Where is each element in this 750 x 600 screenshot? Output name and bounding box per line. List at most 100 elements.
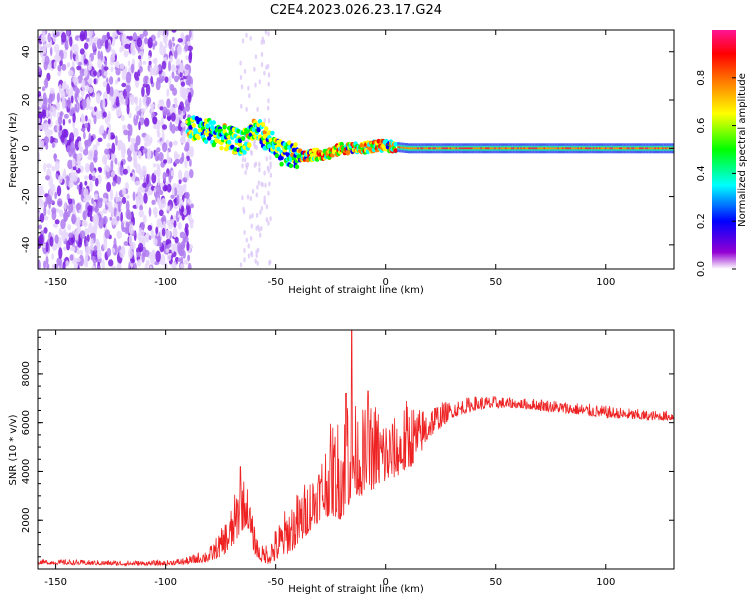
noise-speckle [166, 183, 172, 193]
noise-speckle [51, 142, 56, 149]
y-tick-label: 8000 [21, 361, 32, 386]
noise-speckle [261, 182, 264, 188]
noise-speckle [93, 149, 98, 157]
noise-speckle [39, 46, 45, 56]
signal-cell [662, 147, 664, 150]
noise-speckle [243, 248, 246, 253]
signal-cell [594, 147, 596, 150]
noise-speckle [144, 37, 148, 45]
noise-speckle [74, 229, 79, 241]
noise-speckle [96, 71, 101, 78]
signal-cell [600, 147, 603, 150]
noise-speckle [148, 60, 152, 65]
signal-cell [409, 147, 412, 150]
noise-speckle [87, 77, 93, 85]
noise-speckle [160, 182, 165, 187]
noise-speckle [260, 205, 264, 211]
noise-speckle [262, 39, 266, 45]
signal-cell [538, 147, 541, 150]
noise-speckle [61, 82, 66, 90]
noise-speckle [241, 195, 244, 201]
signal-cell [586, 147, 589, 150]
noise-speckle [155, 226, 159, 235]
noise-speckle [160, 217, 166, 222]
noise-speckle [45, 175, 50, 181]
signal-cell [414, 147, 416, 150]
noise-speckle [91, 42, 97, 51]
noise-speckle [84, 122, 89, 129]
noise-speckle [91, 174, 96, 182]
noise-speckle [152, 42, 155, 50]
signal-cell [531, 147, 533, 150]
noise-speckle [54, 234, 59, 244]
signal-cell [540, 147, 542, 150]
signal-cell [580, 147, 583, 150]
noise-speckle [139, 66, 143, 73]
noise-speckle [168, 75, 172, 88]
noise-speckle [256, 260, 259, 266]
colorbar-label: Normalized spectral amplitude [737, 73, 748, 227]
noise-speckle [105, 204, 108, 210]
signal-cell [434, 147, 436, 150]
noise-speckle [57, 198, 63, 208]
x-tick-label: -100 [154, 277, 177, 288]
signal-cell [276, 146, 281, 152]
signal-cell [569, 147, 572, 150]
noise-speckle [67, 159, 73, 170]
noise-speckle [142, 182, 147, 188]
signal-cell [560, 147, 562, 150]
noise-speckle [145, 97, 150, 107]
signal-cell [468, 147, 470, 150]
noise-speckle [83, 68, 88, 77]
noise-speckle [136, 110, 142, 116]
noise-speckle [250, 223, 253, 229]
noise-speckle [81, 220, 85, 226]
noise-speckle [265, 204, 269, 210]
signal-cell [645, 147, 647, 150]
noise-speckle [123, 129, 129, 136]
noise-speckle [98, 167, 103, 173]
noise-speckle [158, 30, 161, 37]
noise-speckle [179, 71, 183, 78]
noise-speckle [93, 114, 97, 125]
signal-cell [588, 147, 590, 150]
noise-speckle [143, 75, 148, 85]
noise-speckle [69, 132, 75, 144]
noise-speckle [75, 53, 80, 65]
signal-cell [498, 147, 501, 150]
noise-speckle [43, 162, 46, 172]
noise-speckle [78, 140, 82, 149]
noise-speckle [45, 109, 49, 118]
signal-cell [626, 147, 629, 150]
noise-speckle [111, 247, 116, 254]
colorbar-tick-label: 0.6 [696, 118, 707, 134]
noise-speckle [111, 151, 115, 163]
noise-speckle [160, 197, 167, 209]
noise-speckle [173, 220, 177, 228]
noise-speckle [72, 171, 78, 183]
spectrogram-noise-layer [38, 30, 273, 269]
noise-speckle [96, 113, 102, 120]
signal-cell [288, 163, 294, 169]
noise-speckle [129, 124, 133, 136]
noise-speckle [258, 167, 261, 173]
noise-speckle [156, 163, 160, 170]
noise-speckle [247, 243, 250, 249]
signal-cell [552, 147, 555, 150]
noise-speckle [171, 71, 175, 79]
signal-cell [595, 147, 598, 150]
signal-cell [406, 147, 408, 149]
noise-speckle [158, 99, 164, 105]
noise-speckle [144, 117, 150, 127]
noise-speckle [179, 101, 185, 112]
y-tick-label: -40 [21, 237, 32, 253]
signal-cell [608, 147, 610, 150]
noise-speckle [88, 207, 93, 218]
noise-speckle [260, 39, 263, 45]
noise-speckle [39, 212, 45, 223]
noise-speckle [47, 32, 51, 43]
noise-speckle [148, 55, 151, 61]
noise-speckle [148, 235, 152, 241]
noise-speckle [161, 60, 167, 70]
noise-speckle [180, 34, 186, 46]
